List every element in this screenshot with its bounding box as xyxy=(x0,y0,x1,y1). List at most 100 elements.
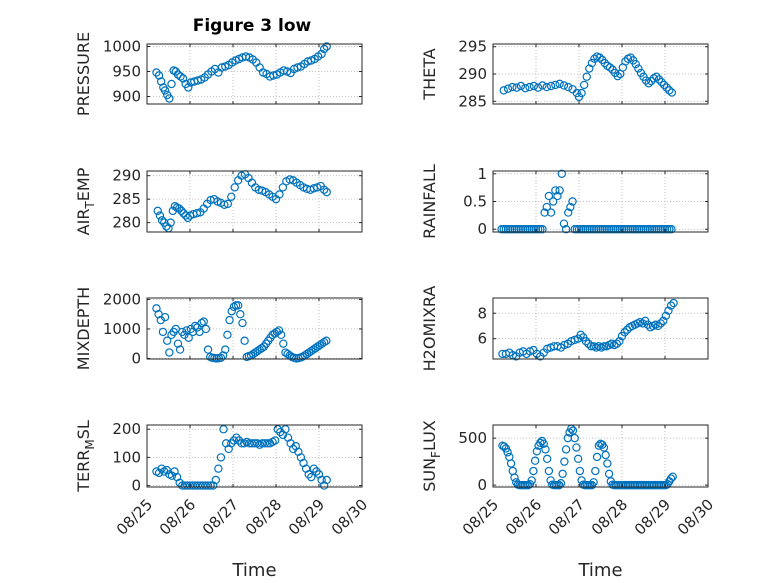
data-point xyxy=(227,307,236,316)
data-point xyxy=(322,42,331,51)
data-point xyxy=(573,454,583,464)
data-point xyxy=(302,349,312,359)
data-point xyxy=(304,348,314,357)
subplot-3: 280 285 290 AIRTEMP xyxy=(74,167,363,235)
data-point xyxy=(612,339,622,348)
data-markers xyxy=(498,424,677,490)
data-point xyxy=(251,348,260,357)
data-point xyxy=(229,302,239,312)
y-axis-label: RAINFALL xyxy=(420,164,439,239)
data-point xyxy=(529,466,538,476)
data-point xyxy=(281,425,290,434)
data-point xyxy=(657,77,666,87)
data-point xyxy=(641,76,651,85)
data-point xyxy=(181,211,190,220)
y-axis-label: AIRTEMP xyxy=(74,167,97,235)
data-point xyxy=(177,206,186,216)
data-point xyxy=(227,192,236,202)
y-axis-label: PRESSURE xyxy=(74,32,93,116)
data-point xyxy=(223,199,233,209)
subplot-4: 0 0.5 1 RAINFALL xyxy=(420,164,709,239)
data-point xyxy=(638,319,647,328)
data-point xyxy=(221,345,230,354)
y-tick-label: 0 xyxy=(131,477,141,495)
data-point xyxy=(165,348,174,357)
data-point xyxy=(220,200,229,209)
data-point xyxy=(307,472,316,482)
data-point xyxy=(506,459,516,468)
data-point xyxy=(560,457,569,466)
data-point xyxy=(503,448,512,457)
data-point xyxy=(601,450,610,460)
y-axis-label: THETA xyxy=(420,48,439,100)
data-point xyxy=(313,342,322,351)
data-point xyxy=(555,480,564,490)
data-point xyxy=(654,75,664,84)
data-point xyxy=(561,445,571,454)
y-tick-label: 1000 xyxy=(103,38,141,56)
data-point xyxy=(274,326,284,335)
data-point xyxy=(561,225,571,234)
data-point xyxy=(193,76,202,85)
data-point xyxy=(572,443,581,452)
y-tick-label: 1 xyxy=(477,165,487,183)
data-point xyxy=(180,330,189,340)
plot-area xyxy=(493,44,708,104)
data-point xyxy=(600,58,610,68)
axes-box xyxy=(146,170,363,233)
data-point xyxy=(570,433,579,443)
x-axis-label: Time xyxy=(231,560,276,581)
data-point xyxy=(275,190,284,199)
data-point xyxy=(599,443,609,452)
y-axis-label: MIXDEPTH xyxy=(74,287,93,370)
data-point xyxy=(317,49,326,59)
data-point xyxy=(206,481,215,490)
data-point xyxy=(309,464,319,473)
subplot-5: 0 1000 2000 MIXDEPTH xyxy=(74,287,363,370)
data-point xyxy=(512,83,521,92)
data-point xyxy=(203,481,213,490)
y-tick-label: 900 xyxy=(112,88,141,106)
y-tick-label: 0.5 xyxy=(463,193,487,211)
data-point xyxy=(644,79,653,88)
data-point xyxy=(659,316,668,326)
data-point xyxy=(175,345,185,354)
data-point xyxy=(551,186,560,195)
data-point xyxy=(192,209,202,218)
data-markers xyxy=(497,169,676,234)
data-point xyxy=(272,327,282,337)
data-point xyxy=(503,84,513,93)
y-tick-label: 200 xyxy=(112,420,141,438)
data-point xyxy=(589,478,598,487)
y-tick-label: 290 xyxy=(112,167,141,185)
data-point xyxy=(276,330,286,340)
data-point xyxy=(664,306,673,315)
data-point xyxy=(615,337,624,346)
data-point xyxy=(255,345,264,354)
plot-area xyxy=(493,171,708,232)
data-point xyxy=(592,452,602,462)
data-point xyxy=(236,310,245,319)
data-point xyxy=(184,83,193,92)
data-point xyxy=(667,88,677,97)
axes-box xyxy=(492,297,709,360)
data-point xyxy=(153,206,162,216)
data-point xyxy=(521,83,530,93)
data-point xyxy=(230,183,239,192)
data-point xyxy=(666,301,676,310)
data-point xyxy=(564,82,573,92)
data-point xyxy=(587,58,597,68)
data-markers xyxy=(152,301,331,363)
data-point xyxy=(157,464,166,473)
data-point xyxy=(227,439,236,448)
data-point xyxy=(322,475,331,485)
data-point xyxy=(631,59,640,69)
data-point xyxy=(219,425,228,434)
data-point xyxy=(568,426,578,435)
data-point xyxy=(661,311,671,320)
data-point xyxy=(307,346,316,356)
data-point xyxy=(603,459,612,468)
data-point xyxy=(656,319,665,328)
data-point xyxy=(166,218,175,227)
